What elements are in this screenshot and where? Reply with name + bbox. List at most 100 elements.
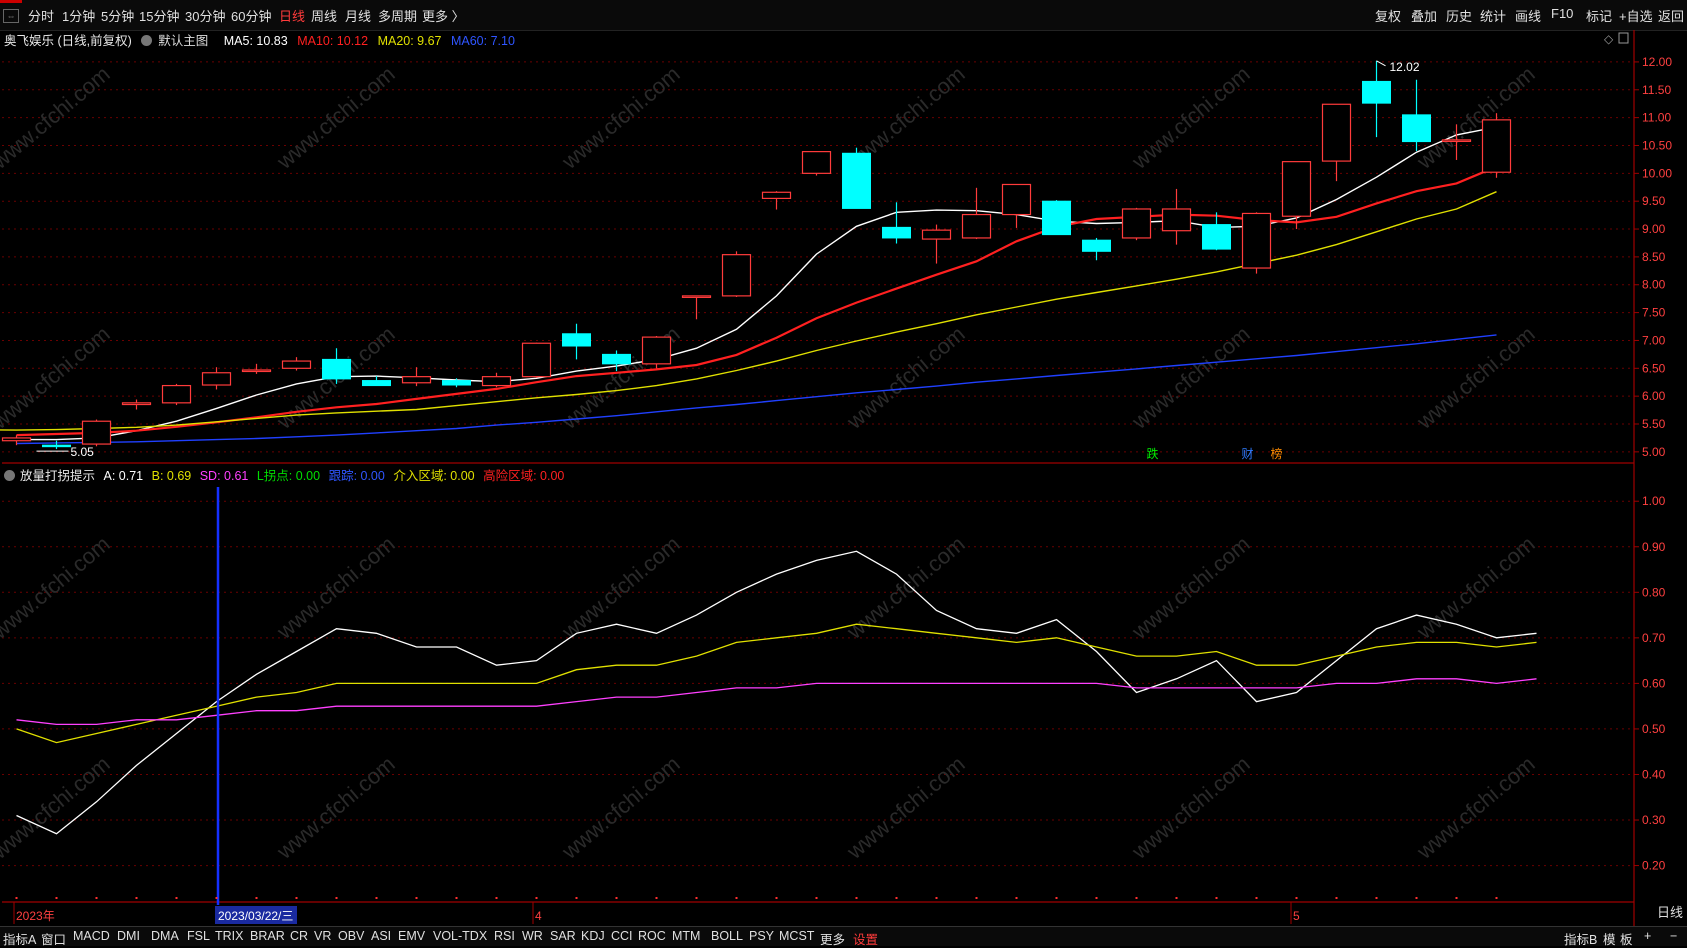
template-dropdown-icon xyxy=(141,35,153,46)
restore-rights-button[interactable]: 复权 xyxy=(1375,9,1402,24)
zoom-out-button[interactable]: − xyxy=(1670,929,1678,943)
candle-body-up xyxy=(481,376,512,387)
history-button[interactable]: 历史 xyxy=(1446,9,1473,24)
indicator-tick-label: 0.90 xyxy=(1642,540,1666,554)
f10-button[interactable]: F10 xyxy=(1551,6,1574,21)
xaxis-dot xyxy=(855,897,858,899)
watermark-text: www.cfchi.com xyxy=(1126,321,1254,434)
tab-mcst[interactable]: MCST xyxy=(779,929,815,943)
zoom-in-button[interactable]: + xyxy=(1644,929,1652,943)
tab-brar[interactable]: BRAR xyxy=(250,929,285,943)
tab-macd[interactable]: MACD xyxy=(73,929,110,943)
tab-more[interactable]: 更多 〉 xyxy=(422,9,465,24)
candle-body-up xyxy=(521,342,552,378)
tab-fsl[interactable]: FSL xyxy=(187,929,210,943)
candle-body-up xyxy=(761,191,792,200)
collapse-icon[interactable]: ⇔ xyxy=(3,9,19,23)
tab-dma[interactable]: DMA xyxy=(151,929,179,943)
tab-psy[interactable]: PSY xyxy=(749,929,775,943)
tab-wr[interactable]: WR xyxy=(522,929,543,943)
price-tick-label: 5.50 xyxy=(1642,417,1666,431)
tab-more-indicators[interactable]: 更多 xyxy=(820,933,846,947)
tab-indicator-a[interactable]: 指标A xyxy=(3,933,37,947)
tab-kdj[interactable]: KDJ xyxy=(581,929,605,943)
tab-rsi[interactable]: RSI xyxy=(494,929,515,943)
top-toolbar: ⇔ 分时 1分钟 5分钟 15分钟 30分钟 60分钟 日线 周线 月线 多周期… xyxy=(0,0,1687,31)
watermark-text: www.cfchi.com xyxy=(0,531,115,644)
watermark-text: www.cfchi.com xyxy=(1126,531,1254,644)
statistics-button[interactable]: 统计 xyxy=(1480,9,1507,24)
indicator-tick-label: 0.80 xyxy=(1642,585,1666,599)
candle-body-down xyxy=(442,380,471,386)
tab-15min[interactable]: 15分钟 xyxy=(139,9,180,24)
tab-trix[interactable]: TRIX xyxy=(215,929,244,943)
tab-mtm[interactable]: MTM xyxy=(672,929,701,943)
tab-60min[interactable]: 60分钟 xyxy=(231,9,272,24)
watermark-text: www.cfchi.com xyxy=(556,531,684,644)
tab-asi[interactable]: ASI xyxy=(371,929,392,943)
tab-multi-period[interactable]: 多周期 xyxy=(378,9,418,24)
tab-cci[interactable]: CCI xyxy=(611,929,633,943)
tab-template[interactable]: 模 xyxy=(1603,933,1616,947)
price-tick-label: 6.00 xyxy=(1642,389,1666,403)
event-marker-2: 榜 xyxy=(1270,446,1282,461)
tab-dmi[interactable]: DMI xyxy=(117,929,140,943)
price-tick-label: 9.50 xyxy=(1642,194,1666,208)
tab-intraday[interactable]: 分时 xyxy=(28,9,55,24)
xaxis-dot xyxy=(895,897,898,899)
cursor-date-label: 2023/03/22/三 xyxy=(218,909,293,923)
tab-sar[interactable]: SAR xyxy=(550,929,576,943)
tab-5min[interactable]: 5分钟 xyxy=(101,9,135,24)
xaxis-dot xyxy=(975,897,978,899)
xaxis-dot xyxy=(95,897,98,899)
tab-vol-tdx[interactable]: VOL-TDX xyxy=(433,929,488,943)
xaxis-dot xyxy=(255,897,258,899)
xaxis-dot xyxy=(215,897,218,899)
tab-indicator-b[interactable]: 指标B xyxy=(1564,933,1598,947)
tab-30min[interactable]: 30分钟 xyxy=(185,9,226,24)
indicator-dropdown-icon[interactable] xyxy=(4,470,15,481)
watermark-text: www.cfchi.com xyxy=(1411,531,1539,644)
ma-line-ma20 xyxy=(0,191,1497,431)
tab-cr[interactable]: CR xyxy=(290,929,309,943)
add-watchlist-button[interactable]: +自选 xyxy=(1619,9,1653,24)
watermark-text: www.cfchi.com xyxy=(271,531,399,644)
xaxis-dot xyxy=(1015,897,1018,899)
tab-1min[interactable]: 1分钟 xyxy=(62,9,96,24)
high-pointer xyxy=(1376,60,1386,67)
tab-boll[interactable]: BOLL xyxy=(711,929,743,943)
price-tick-label: 6.50 xyxy=(1642,361,1666,375)
xaxis-dot xyxy=(735,897,738,899)
indicator-tick-label: 1.00 xyxy=(1642,494,1666,508)
xaxis-dot xyxy=(935,897,938,899)
diamond-icon: ◇ xyxy=(1604,32,1614,46)
tab-board[interactable]: 板 xyxy=(1620,933,1633,947)
back-button[interactable]: 返回 xyxy=(1658,9,1685,24)
candle-body-up xyxy=(121,402,152,406)
template-selector[interactable]: 默认主图 xyxy=(141,34,214,48)
tab-emv[interactable]: EMV xyxy=(398,929,426,943)
xaxis-label: 4 xyxy=(535,909,542,923)
mark-button[interactable]: 标记 xyxy=(1586,9,1613,24)
overlay-button[interactable]: 叠加 xyxy=(1411,9,1438,24)
ma10-value: MA10: 10.12 xyxy=(297,34,369,48)
watermark-text: www.cfchi.com xyxy=(1411,321,1539,434)
tab-weekly[interactable]: 周线 xyxy=(311,9,338,24)
tab-daily[interactable]: 日线 xyxy=(279,9,306,24)
ma5-value: MA5: 10.83 xyxy=(223,34,288,48)
tab-window[interactable]: 窗口 xyxy=(41,933,67,947)
tab-obv[interactable]: OBV xyxy=(338,929,365,943)
tab-roc[interactable]: ROC xyxy=(638,929,666,943)
xaxis-dot xyxy=(1375,897,1378,899)
indicator-line-sd xyxy=(16,678,1537,726)
tab-monthly[interactable]: 月线 xyxy=(345,9,372,24)
tab-vr[interactable]: VR xyxy=(314,929,332,943)
draw-line-button[interactable]: 画线 xyxy=(1515,9,1542,24)
watermark-text: www.cfchi.com xyxy=(841,751,969,864)
xaxis-dot xyxy=(1055,897,1058,899)
watermark-text: www.cfchi.com xyxy=(0,321,115,434)
candle-body-up xyxy=(1241,212,1272,269)
tab-settings[interactable]: 设置 xyxy=(853,933,879,947)
price-tick-label: 8.50 xyxy=(1642,250,1666,264)
event-marker-1: 财 xyxy=(1241,447,1253,461)
